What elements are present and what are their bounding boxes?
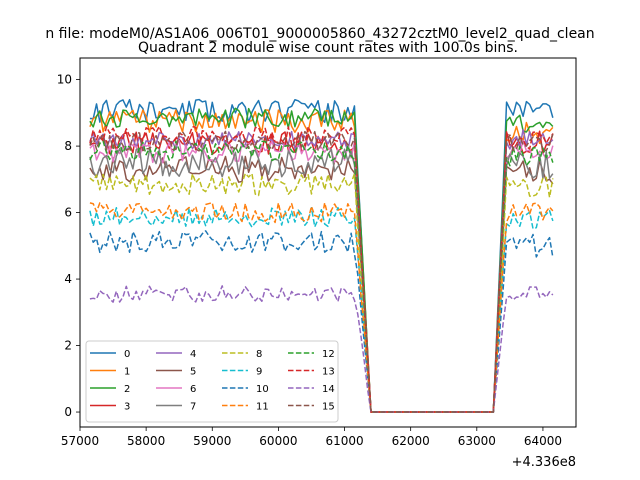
legend-label-2: 2 (124, 384, 130, 395)
legend-label-11: 11 (256, 402, 269, 413)
legend-label-6: 6 (190, 384, 196, 395)
x-tick-label: 61000 (325, 434, 363, 448)
legend-box (85, 340, 339, 423)
legend-label-3: 3 (124, 402, 130, 413)
x-tick-label: 64000 (524, 434, 562, 448)
y-tick-label: 2 (64, 339, 72, 353)
legend-label-7: 7 (190, 402, 196, 413)
legend-label-12: 12 (322, 349, 335, 360)
x-offset-label: +4.336e8 (512, 455, 576, 470)
x-tick-label: 63000 (458, 434, 496, 448)
series-layer (89, 98, 554, 413)
y-tick-label: 4 (64, 272, 72, 286)
legend-label-14: 14 (322, 384, 335, 395)
legend-label-1: 1 (124, 367, 130, 378)
legend-label-9: 9 (256, 367, 262, 378)
legend-label-8: 8 (256, 349, 262, 360)
y-tick-label: 8 (64, 139, 72, 153)
x-tick-label: 59000 (193, 434, 231, 448)
series-line-15 (89, 130, 554, 413)
y-tick-label: 10 (57, 73, 72, 87)
y-tick-label: 0 (64, 405, 72, 419)
x-tick-label: 62000 (392, 434, 430, 448)
axis-layer: 57000 58000 59000 60000 61000 62000 63000 64000… (57, 73, 562, 448)
legend-label-10: 10 (256, 384, 269, 395)
x-tick-label: 58000 (127, 434, 165, 448)
legend-label-0: 0 (124, 349, 130, 360)
plot-frame (79, 57, 577, 428)
x-tick-label: 57000 (61, 434, 99, 448)
x-tick-label: 60000 (259, 434, 297, 448)
chart-title: Quadrant 2 module wise count rates with … (138, 40, 518, 56)
y-tick-label: 6 (64, 206, 72, 220)
chart-suptitle: n file: modeM0/AS1A06_006T01_9000005860_… (45, 26, 594, 42)
legend-label-5: 5 (190, 367, 196, 378)
legend-label-4: 4 (190, 349, 196, 360)
legend-label-13: 13 (322, 367, 335, 378)
legend-label-15: 15 (322, 402, 335, 413)
